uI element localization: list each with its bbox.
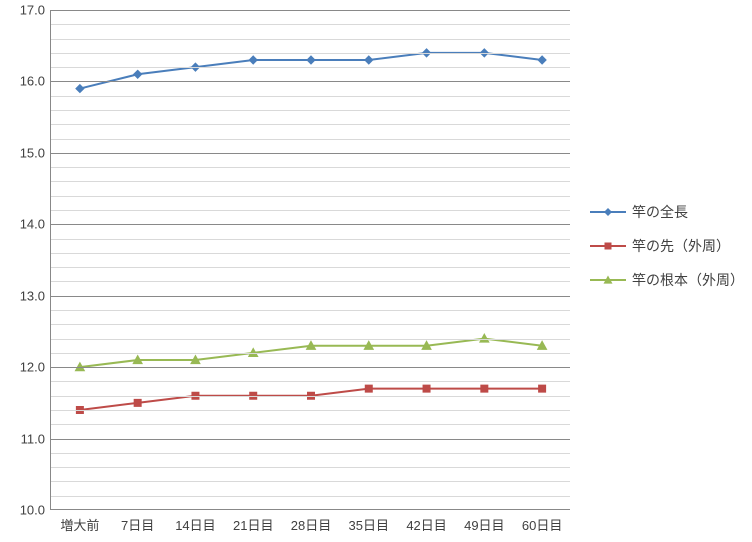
gridline-minor — [51, 353, 570, 354]
plot-area: 10.011.012.013.014.015.016.017.0増大前7日目14… — [50, 10, 570, 510]
legend-label: 竿の先（外周） — [632, 236, 730, 256]
gridline-major — [51, 10, 570, 11]
gridline-minor — [51, 96, 570, 97]
gridline-minor — [51, 410, 570, 411]
series-marker — [76, 85, 84, 93]
gridline-minor — [51, 24, 570, 25]
gridline-minor — [51, 496, 570, 497]
legend-label: 竿の根本（外周） — [632, 270, 744, 290]
gridline-minor — [51, 424, 570, 425]
x-tick-label: 42日目 — [406, 509, 446, 534]
x-tick-label: 増大前 — [60, 509, 99, 534]
gridline-minor — [51, 396, 570, 397]
gridline-major — [51, 81, 570, 82]
legend-swatch — [590, 202, 626, 222]
series-marker — [307, 56, 315, 64]
gridline-minor — [51, 481, 570, 482]
gridline-minor — [51, 124, 570, 125]
gridline-major — [51, 439, 570, 440]
series-marker — [134, 70, 142, 78]
series-marker — [249, 56, 257, 64]
gridline-minor — [51, 339, 570, 340]
legend-item: 竿の先（外周） — [590, 229, 744, 263]
x-tick-label: 60日目 — [522, 509, 562, 534]
y-tick-label: 15.0 — [20, 145, 51, 160]
x-tick-label: 28日目 — [291, 509, 331, 534]
legend: 竿の全長竿の先（外周） 竿の根本（外周） — [590, 195, 744, 297]
gridline-minor — [51, 196, 570, 197]
gridline-minor — [51, 210, 570, 211]
gridline-major — [51, 224, 570, 225]
series-marker — [365, 385, 372, 392]
gridline-minor — [51, 324, 570, 325]
series-marker — [423, 385, 430, 392]
gridline-major — [51, 153, 570, 154]
y-tick-label: 17.0 — [20, 3, 51, 18]
legend-item: 竿の全長 — [590, 195, 744, 229]
gridline-major — [51, 296, 570, 297]
legend-swatch — [590, 236, 626, 256]
series-marker — [481, 385, 488, 392]
lines-layer — [51, 10, 571, 510]
legend-label: 竿の全長 — [632, 202, 688, 222]
gridline-minor — [51, 310, 570, 311]
series-marker — [365, 56, 373, 64]
y-tick-label: 14.0 — [20, 217, 51, 232]
x-tick-label: 7日目 — [121, 509, 154, 534]
series-marker — [539, 385, 546, 392]
gridline-minor — [51, 39, 570, 40]
y-tick-label: 13.0 — [20, 288, 51, 303]
y-tick-label: 10.0 — [20, 503, 51, 518]
legend-marker-icon — [601, 205, 615, 219]
x-tick-label: 35日目 — [349, 509, 389, 534]
x-tick-label: 21日目 — [233, 509, 273, 534]
gridline-minor — [51, 67, 570, 68]
gridline-minor — [51, 453, 570, 454]
x-tick-label: 49日目 — [464, 509, 504, 534]
gridline-minor — [51, 381, 570, 382]
chart-container: 10.0 11.0 12.0 13.0 14.0 15.0 16.0 17.0 増大前 7日目 14… — [0, 0, 752, 542]
gridline-minor — [51, 267, 570, 268]
gridline-minor — [51, 281, 570, 282]
y-tick-label: 12.0 — [20, 360, 51, 375]
gridline-minor — [51, 181, 570, 182]
legend-item: 竿の根本（外周） — [590, 263, 744, 297]
gridline-major — [51, 367, 570, 368]
legend-marker-icon — [601, 273, 615, 287]
gridline-minor — [51, 53, 570, 54]
legend-marker-icon — [601, 239, 615, 253]
series-marker — [134, 399, 141, 406]
y-tick-label: 16.0 — [20, 74, 51, 89]
gridline-minor — [51, 139, 570, 140]
gridline-minor — [51, 167, 570, 168]
legend-swatch — [590, 270, 626, 290]
series-marker — [538, 56, 546, 64]
gridline-minor — [51, 239, 570, 240]
gridline-minor — [51, 253, 570, 254]
y-tick-label: 11.0 — [21, 431, 51, 446]
gridline-minor — [51, 110, 570, 111]
x-tick-label: 14日目 — [175, 509, 215, 534]
gridline-minor — [51, 467, 570, 468]
